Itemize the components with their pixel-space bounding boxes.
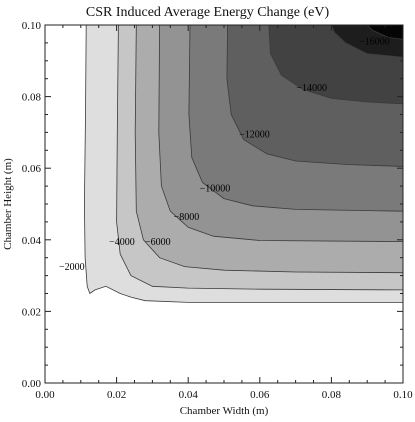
- contour-label: −6000: [145, 237, 171, 248]
- contour-labels: −2000 −4000 −6000 −8000 −10000 −12000 −14000 −1…: [59, 37, 390, 274]
- y-tick-label: 0.06: [22, 163, 42, 175]
- contour-bands: [45, 24, 404, 383]
- contour-label: −4000: [109, 237, 135, 248]
- x-tick-label: 0.10: [393, 389, 413, 401]
- y-tick-label: 0.02: [22, 306, 41, 318]
- x-tick-label: 0.08: [322, 389, 342, 401]
- y-tick-label: 0.04: [22, 235, 42, 247]
- contour-label: −16000: [359, 37, 390, 48]
- x-tick-label: 0.00: [35, 389, 55, 401]
- contour-label: −14000: [296, 83, 327, 94]
- y-axis: 0.00 0.02 0.04 0.06 0.08 0.10: [22, 20, 403, 390]
- contour-label: −8000: [174, 212, 200, 223]
- x-axis: 0.00 0.02 0.04 0.06 0.08 0.10: [35, 25, 413, 401]
- y-tick-label: 0.00: [22, 378, 42, 390]
- y-axis-label: Chamber Height (m): [2, 158, 14, 250]
- x-tick-label: 0.04: [179, 389, 199, 401]
- x-axis-label: Chamber Width (m): [180, 405, 269, 417]
- contour-label: −10000: [200, 183, 231, 194]
- y-tick-label: 0.08: [22, 92, 42, 104]
- y-tick-label: 0.10: [22, 20, 42, 32]
- chart-title: CSR Induced Average Energy Change (eV): [86, 5, 330, 20]
- x-tick-label: 0.02: [107, 389, 126, 401]
- contour-label: −12000: [239, 130, 270, 141]
- contour-label: −2000: [59, 262, 85, 273]
- x-tick-label: 0.06: [250, 389, 270, 401]
